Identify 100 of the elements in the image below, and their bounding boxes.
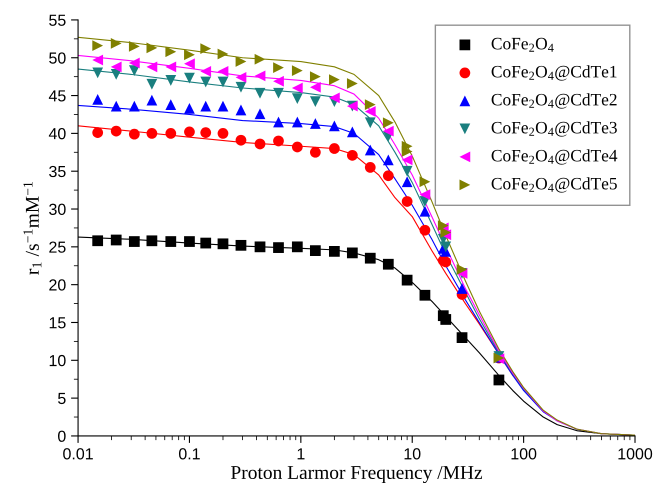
point <box>402 154 413 166</box>
point <box>254 138 266 150</box>
y-tick-label: 10 <box>50 354 66 366</box>
point <box>310 245 321 256</box>
point <box>184 58 195 70</box>
point <box>128 236 140 247</box>
point <box>146 94 158 106</box>
point <box>402 166 413 177</box>
point <box>254 70 266 82</box>
point <box>92 54 104 66</box>
point <box>382 170 394 182</box>
point <box>310 96 321 107</box>
point <box>328 92 340 104</box>
point <box>292 142 303 152</box>
point <box>292 241 303 252</box>
point <box>128 128 140 140</box>
point <box>184 236 195 247</box>
x-tick-label: 0.1 <box>178 448 200 460</box>
point <box>184 126 195 138</box>
y-tick-label: 55 <box>49 14 66 26</box>
point <box>273 62 284 73</box>
point <box>165 236 176 247</box>
point <box>110 61 122 72</box>
point <box>328 120 340 132</box>
point <box>420 224 430 236</box>
point <box>364 144 376 156</box>
legend-label: CoFe$_{2}$O$_{4}$ <box>492 38 554 52</box>
point <box>420 189 430 200</box>
point <box>165 99 176 110</box>
point <box>92 67 104 78</box>
point <box>254 88 266 99</box>
point <box>254 241 266 252</box>
point <box>146 42 158 54</box>
point <box>364 99 376 110</box>
point <box>292 93 303 104</box>
point <box>200 43 212 54</box>
y-tick-label: 0 <box>58 430 66 442</box>
point <box>200 238 212 248</box>
x-tick-label: 100 <box>512 448 536 460</box>
point <box>364 106 376 117</box>
y-tick-label: 30 <box>49 204 66 215</box>
x-tick-label: 1000 <box>618 448 652 460</box>
point <box>273 116 284 128</box>
point <box>346 150 358 161</box>
y-tick-label: 25 <box>49 241 66 253</box>
point <box>254 54 266 65</box>
y-tick-label: 15 <box>50 317 66 328</box>
point <box>165 128 176 139</box>
point <box>92 94 104 105</box>
point <box>200 66 212 77</box>
point <box>165 61 176 72</box>
legend-label: CoFe$_{2}$O$_{4}$@CdTe5 <box>492 177 617 193</box>
legend-label: CoFe$_{2}$O$_{4}$@CdTe2 <box>492 93 617 109</box>
x-tick-label: 10 <box>404 448 420 460</box>
point <box>364 252 376 264</box>
point <box>346 126 358 138</box>
y-tick-label: 50 <box>49 52 66 64</box>
x-tick-label: 1 <box>298 448 305 460</box>
y-tick-label: 45 <box>48 90 66 102</box>
point <box>110 100 122 112</box>
point <box>420 206 430 217</box>
point <box>346 78 358 89</box>
point <box>402 176 413 188</box>
point <box>184 49 195 60</box>
point <box>146 235 158 246</box>
point <box>310 146 321 158</box>
x-tick-label: 0.01 <box>63 448 93 460</box>
point <box>128 41 140 52</box>
legend-label: CoFe$_{2}$O$_{4}$@CdTe3 <box>492 121 617 137</box>
point <box>402 274 413 286</box>
point <box>328 143 340 154</box>
legend-label: CoFe$_{2}$O$_{4}$@CdTe4 <box>492 149 618 165</box>
point <box>420 290 430 301</box>
point <box>254 108 266 120</box>
point <box>200 76 212 88</box>
y-tick-label: 35 <box>49 166 66 178</box>
point <box>328 74 340 86</box>
point <box>165 75 176 86</box>
point <box>382 258 394 270</box>
point <box>165 46 176 58</box>
point <box>92 127 104 138</box>
point <box>310 118 321 129</box>
point <box>92 40 104 52</box>
point <box>402 196 413 207</box>
point <box>310 71 321 82</box>
point <box>110 38 122 49</box>
point <box>110 234 122 246</box>
point <box>310 82 321 93</box>
point <box>273 76 284 87</box>
point <box>382 126 394 136</box>
point <box>346 248 358 258</box>
point <box>92 235 104 246</box>
point <box>292 116 303 128</box>
point <box>273 136 284 146</box>
point <box>184 103 195 114</box>
point <box>128 100 140 112</box>
y-tick-label: 40 <box>48 128 66 140</box>
point <box>382 154 394 166</box>
x-axis-title: Proton Larmor Frequency /MHz <box>231 466 482 484</box>
point <box>273 242 284 253</box>
